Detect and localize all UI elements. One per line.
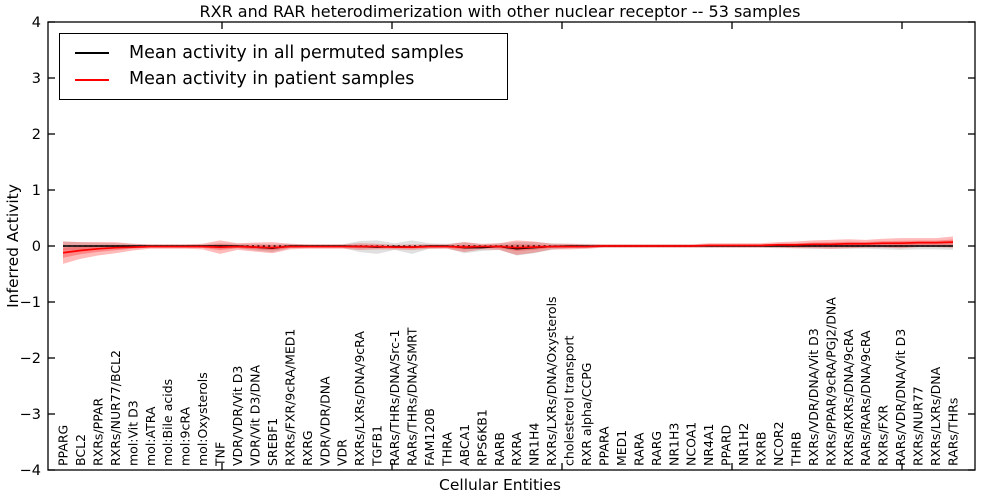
x-category-label: PPARD bbox=[719, 425, 734, 466]
x-category-label: mol:Oxysterols bbox=[195, 372, 210, 466]
y-tick-label: −3 bbox=[20, 407, 41, 423]
x-category-label: RARA bbox=[631, 432, 646, 466]
y-tick-label: 2 bbox=[32, 127, 41, 143]
x-category-label: mol:Bile acids bbox=[160, 379, 175, 466]
x-category-label: VDR bbox=[335, 439, 350, 466]
y-tick-label: 4 bbox=[32, 15, 41, 31]
x-category-label: PPARG bbox=[56, 425, 71, 466]
x-category-label: VDR/VDR/Vit D3 bbox=[230, 366, 245, 466]
x-category-label: RARG bbox=[649, 431, 664, 466]
y-tick-label: 1 bbox=[32, 183, 41, 199]
x-category-label: mol:9cRA bbox=[178, 406, 193, 466]
x-category-label: RXRs/PPAR/9cRA/PGJ2/DNA bbox=[823, 297, 838, 466]
x-category-label: RARs/THRs/DNA/Src-1 bbox=[387, 330, 402, 466]
legend-label: Mean activity in patient samples bbox=[129, 69, 415, 89]
x-category-label: RXRs/LXRs/DNA/Oxysterols bbox=[544, 296, 559, 466]
x-category-label: THRA bbox=[439, 432, 454, 467]
x-category-label: RARB bbox=[492, 432, 507, 466]
x-category-label: TGFB1 bbox=[370, 425, 385, 467]
band-patient-std bbox=[63, 236, 954, 264]
y-tick-label: 3 bbox=[32, 71, 41, 87]
x-category-label: VDR/Vit D3/DNA bbox=[247, 365, 262, 466]
x-category-label: RXRs/VDR/DNA/Vit D3 bbox=[806, 328, 821, 466]
x-category-label: RARs/THRs/DNA/SMRT bbox=[405, 327, 420, 466]
x-category-label: mol:ATRA bbox=[143, 406, 158, 466]
y-tick-label: −4 bbox=[20, 463, 41, 479]
x-category-label: THRB bbox=[788, 432, 803, 467]
legend: Mean activity in all permuted samples Me… bbox=[59, 33, 508, 100]
mean-line-patient bbox=[62, 241, 954, 254]
legend-entry-permuted: Mean activity in all permuted samples bbox=[75, 42, 507, 63]
x-category-label: NR1H2 bbox=[736, 423, 751, 466]
x-category-label: NR4A1 bbox=[701, 424, 716, 467]
legend-entry-patient: Mean activity in patient samples bbox=[75, 69, 507, 89]
x-category-label: NCOR2 bbox=[771, 421, 786, 466]
x-category-label: BCL2 bbox=[73, 434, 88, 466]
x-category-label: RXRs/NUR77 bbox=[911, 386, 926, 466]
x-category-label: TNF bbox=[213, 442, 228, 467]
x-category-label: cholesterol transport bbox=[562, 335, 577, 466]
legend-line-black-icon bbox=[75, 52, 109, 55]
x-category-label: RXRA bbox=[509, 432, 524, 466]
x-category-label: RXRs/LXRs/DNA bbox=[928, 366, 943, 466]
x-category-label: RARs/THRs bbox=[946, 398, 961, 466]
x-category-label: RXRG bbox=[300, 430, 315, 466]
x-category-label: RXR alpha/CCPG bbox=[579, 363, 594, 466]
x-axis-label: Cellular Entities bbox=[439, 476, 561, 494]
x-category-label: ABCA1 bbox=[457, 424, 472, 466]
y-tick-label: −1 bbox=[20, 295, 41, 311]
y-tick-label: 0 bbox=[32, 239, 41, 255]
x-category-label: RPS6KB1 bbox=[474, 409, 489, 466]
x-category-label: SREBF1 bbox=[265, 418, 280, 466]
x-category-label: MED1 bbox=[614, 430, 629, 466]
x-category-label: RXRs/LXRs/DNA/9cRA bbox=[352, 331, 367, 466]
legend-line-red-icon bbox=[75, 78, 109, 81]
x-category-label: RXRs/NUR77/BCL2 bbox=[108, 350, 123, 466]
x-category-label: NR1H4 bbox=[527, 423, 542, 466]
x-category-label: NR1H3 bbox=[666, 423, 681, 466]
x-category-label: RARs/VDR/DNA/Vit D3 bbox=[893, 329, 908, 466]
x-category-label: PPARA bbox=[596, 426, 611, 466]
x-category-label: RXRs/FXR/9cRA/MED1 bbox=[282, 329, 297, 466]
x-category-label: RARs/RARs/DNA/9cRA bbox=[858, 330, 873, 466]
y-axis-label: Inferred Activity bbox=[4, 184, 22, 308]
x-category-label: mol:Vit D3 bbox=[125, 400, 140, 466]
x-category-label: RXRs/PPAR bbox=[90, 398, 105, 466]
x-category-label: FAM120B bbox=[422, 408, 437, 466]
x-category-label: RXRB bbox=[754, 431, 769, 466]
x-category-label: RXRs/RXRs/DNA/9cRA bbox=[841, 329, 856, 466]
legend-label: Mean activity in all permuted samples bbox=[129, 42, 464, 63]
band-patient-inner bbox=[63, 239, 954, 258]
x-category-label: RXRs/FXR bbox=[876, 405, 891, 466]
y-tick-label: −2 bbox=[20, 351, 41, 367]
x-category-label: NCOA1 bbox=[684, 422, 699, 466]
x-category-label: VDR/VDR/DNA bbox=[317, 376, 332, 466]
chart-title: RXR and RAR heterodimerization with othe… bbox=[199, 2, 801, 21]
